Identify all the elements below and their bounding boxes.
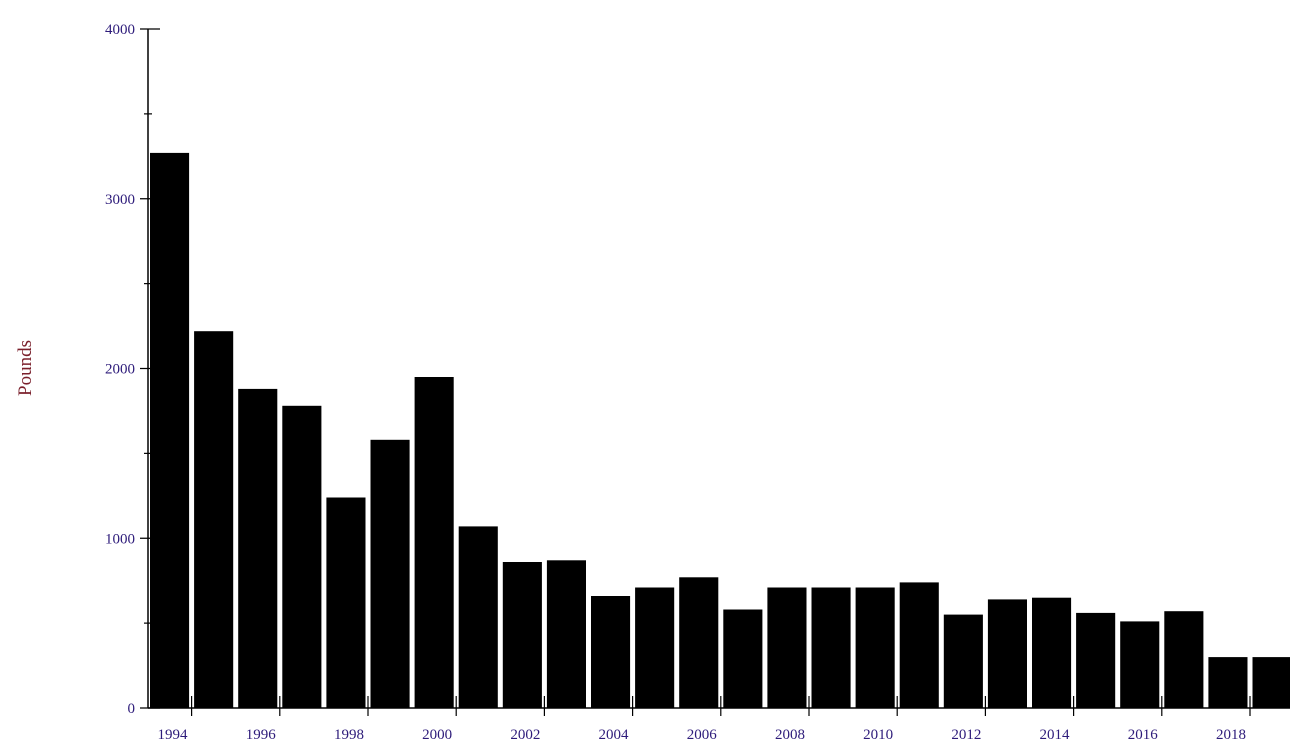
x-tick-label-2012: 2012 — [951, 727, 981, 743]
bar-2006 — [679, 577, 719, 708]
bar-2013 — [987, 599, 1027, 708]
bar-2011 — [899, 582, 939, 708]
bar-2018 — [1208, 657, 1248, 708]
bar-1994 — [150, 152, 190, 708]
bar-2001 — [458, 526, 498, 708]
y-axis-ticks: 0 1000 2000 3000 4000 — [105, 22, 160, 717]
x-tick-label-2002: 2002 — [510, 727, 540, 743]
x-tick-label-2014: 2014 — [1040, 727, 1071, 743]
bar-2008 — [767, 587, 807, 708]
y-tick-label-4000: 4000 — [105, 22, 135, 38]
x-tick-label-1998: 1998 — [334, 727, 364, 743]
bar-1996 — [238, 388, 278, 708]
x-tick-label-2004: 2004 — [599, 727, 630, 743]
x-axis-ticks: 1994 1996 1998 2000 2002 2004 2006 2008 2010 2012… — [158, 696, 1251, 743]
bar-1998 — [326, 497, 366, 708]
bar-2009 — [811, 587, 851, 708]
bar-2014 — [1032, 597, 1072, 708]
x-tick-label-2008: 2008 — [775, 727, 805, 743]
bar-2007 — [723, 609, 763, 708]
bar-1995 — [194, 331, 234, 708]
bar-2005 — [635, 587, 675, 708]
bar-2010 — [855, 587, 895, 708]
bar-2000 — [414, 377, 454, 708]
bar-2019 — [1252, 657, 1290, 708]
bar-2016 — [1120, 621, 1160, 708]
bar-1999 — [370, 439, 410, 708]
x-tick-label-2010: 2010 — [863, 727, 893, 743]
x-tick-label-1994: 1994 — [158, 727, 189, 743]
y-tick-label-1000: 1000 — [105, 531, 135, 547]
x-tick-label-1996: 1996 — [246, 727, 277, 743]
bar-2004 — [591, 596, 631, 708]
bar-2017 — [1164, 611, 1204, 708]
bar-2012 — [943, 614, 983, 708]
x-tick-label-2018: 2018 — [1216, 727, 1246, 743]
bar-2002 — [502, 562, 542, 708]
y-tick-label-3000: 3000 — [105, 192, 135, 208]
y-tick-label-0: 0 — [128, 701, 136, 717]
x-tick-label-2000: 2000 — [422, 727, 452, 743]
bar-2003 — [546, 560, 586, 708]
bar-1997 — [282, 405, 322, 708]
y-axis-title: Pounds — [15, 340, 36, 396]
bars-layer — [150, 152, 1290, 708]
x-tick-label-2006: 2006 — [687, 727, 718, 743]
bar-2015 — [1076, 612, 1116, 708]
x-tick-label-2016: 2016 — [1128, 727, 1159, 743]
y-tick-label-2000: 2000 — [105, 362, 135, 378]
